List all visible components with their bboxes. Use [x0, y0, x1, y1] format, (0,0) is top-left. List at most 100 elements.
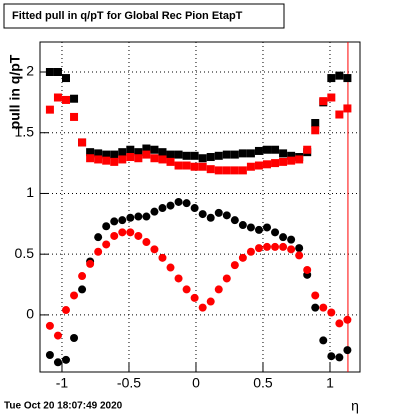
square-marker: [126, 145, 135, 154]
circle-marker: [263, 223, 272, 232]
circle-marker: [158, 204, 167, 213]
square-marker: [142, 144, 151, 153]
plot-frame: [39, 41, 361, 373]
y-tick-label: 0: [26, 306, 34, 322]
square-marker: [142, 150, 151, 159]
square-marker: [343, 74, 352, 83]
x-tick-label: 1: [326, 375, 334, 391]
square-marker: [182, 161, 191, 170]
y-tick-label: 0.5: [15, 245, 35, 261]
title-box: [3, 3, 285, 29]
circle-marker: [182, 285, 191, 294]
circle-marker: [246, 223, 255, 232]
circle-marker: [343, 315, 352, 324]
square-marker: [230, 166, 239, 175]
square-marker: [150, 154, 159, 163]
circle-marker: [190, 293, 199, 302]
square-marker: [190, 162, 199, 171]
circle-marker: [222, 211, 231, 220]
square-marker: [271, 145, 280, 154]
circle-marker: [78, 285, 87, 294]
square-marker: [53, 93, 62, 102]
square-marker: [303, 145, 312, 154]
square-marker: [263, 160, 272, 169]
circle-marker: [279, 233, 288, 242]
square-marker: [70, 112, 79, 121]
y-tick-label: 1.5: [15, 123, 35, 139]
circle-marker: [118, 216, 127, 225]
square-marker: [335, 110, 344, 119]
circle-marker: [206, 213, 215, 222]
circle-marker: [182, 199, 191, 208]
square-marker: [327, 93, 336, 102]
circle-marker: [287, 245, 296, 254]
circle-marker: [78, 272, 87, 281]
square-marker: [78, 138, 87, 147]
circle-marker: [271, 242, 280, 251]
square-marker: [287, 156, 296, 165]
y-axis-label: pull in q/pT: [7, 54, 23, 129]
circle-marker: [190, 204, 199, 213]
square-marker: [158, 148, 167, 157]
x-tick-label: -0.5: [117, 375, 141, 391]
chart-title: Fitted pull in q/pT for Global Rec Pion …: [12, 10, 243, 22]
circle-marker: [53, 331, 62, 340]
circle-marker: [295, 244, 304, 253]
square-marker: [279, 157, 288, 166]
circle-marker: [110, 231, 119, 240]
x-tick-label: 0.5: [253, 375, 273, 391]
circle-marker: [230, 216, 239, 225]
circle-marker: [327, 308, 336, 317]
circle-marker: [142, 212, 151, 221]
circle-marker: [94, 233, 103, 242]
circle-marker: [70, 333, 79, 342]
square-marker: [230, 150, 239, 159]
square-marker: [222, 150, 231, 159]
circle-marker: [230, 261, 239, 270]
circle-marker: [279, 242, 288, 251]
square-marker: [238, 166, 247, 175]
circle-marker: [126, 228, 135, 237]
square-marker: [174, 161, 183, 170]
circle-marker: [319, 303, 328, 312]
square-marker: [118, 155, 127, 164]
circle-marker: [94, 247, 103, 256]
circle-marker: [150, 245, 159, 254]
square-marker: [198, 154, 207, 163]
square-marker: [126, 153, 135, 162]
square-marker: [311, 126, 320, 135]
circle-marker: [295, 251, 304, 260]
x-axis-label: η: [351, 398, 359, 414]
circle-marker: [166, 263, 175, 272]
circle-marker: [238, 221, 247, 230]
circle-marker: [150, 207, 159, 216]
circle-marker: [102, 222, 111, 231]
circle-marker: [142, 238, 151, 247]
circle-marker: [134, 231, 143, 240]
square-marker: [319, 97, 328, 106]
square-marker: [118, 148, 127, 157]
circle-marker: [45, 321, 54, 330]
square-marker: [134, 148, 143, 157]
circle-marker: [319, 336, 328, 345]
square-marker: [206, 165, 215, 174]
square-marker: [254, 146, 263, 155]
circle-marker: [198, 210, 207, 219]
square-marker: [214, 166, 223, 175]
square-marker: [246, 149, 255, 158]
square-marker: [102, 156, 111, 165]
circle-marker: [303, 265, 312, 274]
square-marker: [246, 162, 255, 171]
y-tick-label: 2: [26, 63, 34, 79]
circle-marker: [327, 352, 336, 361]
square-marker: [166, 150, 175, 159]
square-marker: [45, 68, 54, 76]
circle-marker: [246, 247, 255, 256]
y-tick-label: 1: [26, 184, 34, 200]
square-marker: [206, 153, 215, 162]
circle-marker: [198, 303, 207, 312]
circle-marker: [110, 217, 119, 226]
circle-marker: [126, 213, 135, 222]
square-marker: [311, 119, 320, 128]
